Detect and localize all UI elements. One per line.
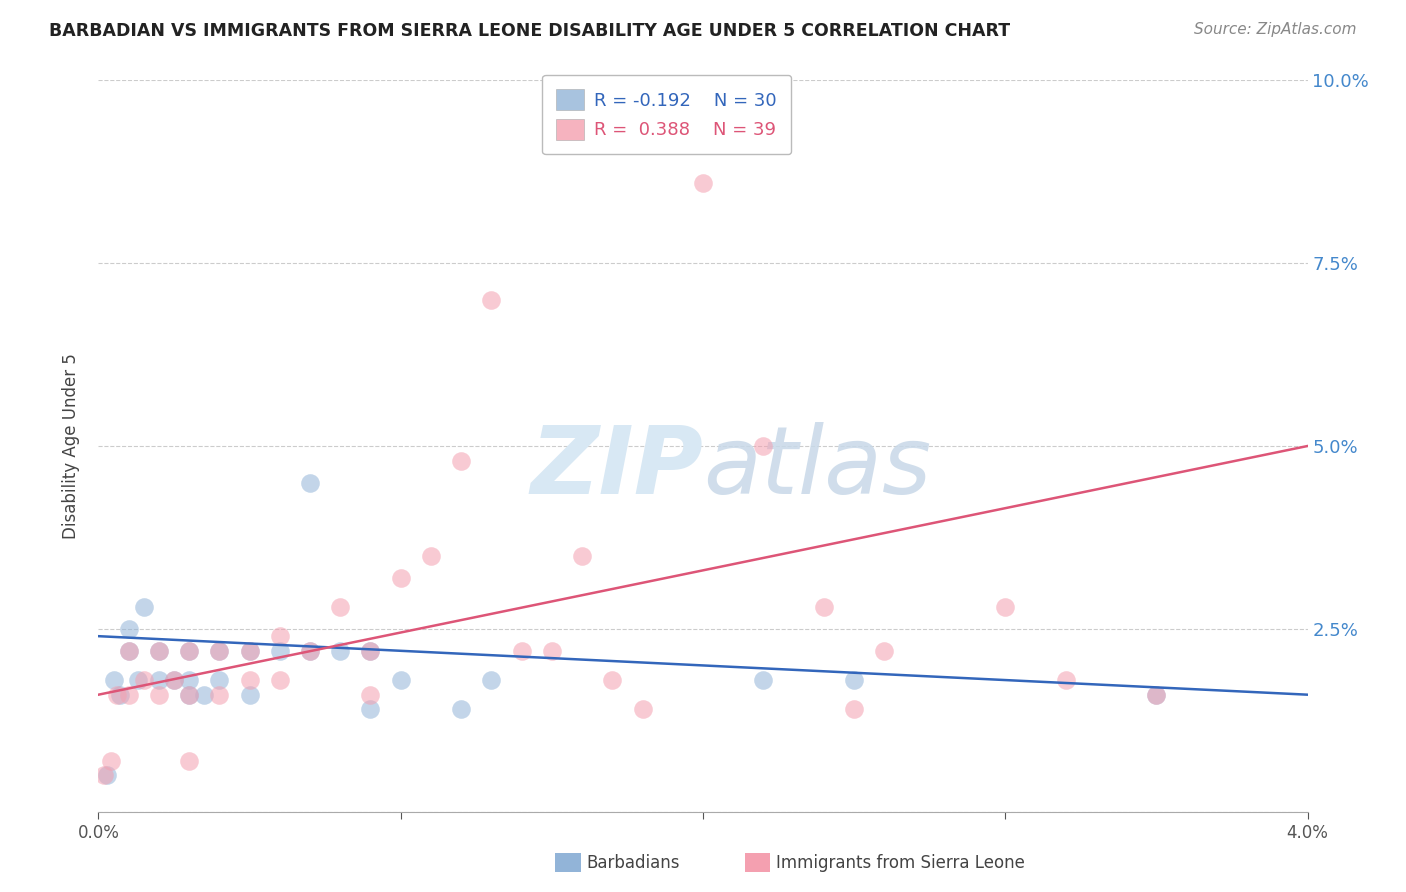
- Point: [118, 688, 141, 702]
- Legend: R = -0.192    N = 30, R =  0.388    N = 39: R = -0.192 N = 30, R = 0.388 N = 39: [541, 75, 792, 154]
- Point: [132, 599, 155, 614]
- Point: [360, 702, 382, 716]
- Point: [360, 644, 382, 658]
- Point: [239, 688, 262, 702]
- Point: [299, 475, 322, 490]
- Point: [360, 644, 382, 658]
- Point: [179, 754, 201, 768]
- Point: [389, 571, 412, 585]
- Point: [1146, 688, 1168, 702]
- Point: [193, 688, 215, 702]
- Point: [96, 768, 118, 782]
- Point: [631, 702, 654, 716]
- Point: [360, 688, 382, 702]
- Text: atlas: atlas: [703, 423, 931, 514]
- Point: [108, 688, 131, 702]
- Point: [239, 644, 262, 658]
- Point: [269, 673, 291, 687]
- Point: [163, 673, 186, 687]
- Point: [329, 644, 352, 658]
- Point: [1146, 688, 1168, 702]
- Point: [100, 754, 122, 768]
- Text: Barbadians: Barbadians: [586, 854, 681, 871]
- Point: [179, 688, 201, 702]
- Point: [299, 644, 322, 658]
- Point: [481, 673, 503, 687]
- Point: [208, 673, 231, 687]
- Point: [1054, 673, 1077, 687]
- Point: [994, 599, 1017, 614]
- Point: [163, 673, 186, 687]
- Point: [269, 644, 291, 658]
- Point: [813, 599, 835, 614]
- Point: [450, 453, 472, 467]
- Point: [540, 644, 562, 658]
- Point: [127, 673, 149, 687]
- Point: [420, 549, 443, 563]
- Point: [118, 644, 141, 658]
- Point: [239, 644, 262, 658]
- Text: BARBADIAN VS IMMIGRANTS FROM SIERRA LEONE DISABILITY AGE UNDER 5 CORRELATION CHA: BARBADIAN VS IMMIGRANTS FROM SIERRA LEON…: [49, 22, 1011, 40]
- Point: [105, 688, 128, 702]
- Point: [208, 688, 231, 702]
- Text: ZIP: ZIP: [530, 422, 703, 514]
- Point: [481, 293, 503, 307]
- Point: [179, 644, 201, 658]
- Point: [844, 702, 866, 716]
- Point: [148, 688, 170, 702]
- Point: [179, 688, 201, 702]
- Point: [179, 673, 201, 687]
- Text: Immigrants from Sierra Leone: Immigrants from Sierra Leone: [776, 854, 1025, 871]
- Point: [239, 673, 262, 687]
- Point: [118, 644, 141, 658]
- Point: [571, 549, 593, 563]
- Point: [389, 673, 412, 687]
- Point: [602, 673, 624, 687]
- Y-axis label: Disability Age Under 5: Disability Age Under 5: [62, 353, 80, 539]
- Text: Source: ZipAtlas.com: Source: ZipAtlas.com: [1194, 22, 1357, 37]
- Point: [208, 644, 231, 658]
- Point: [148, 644, 170, 658]
- Point: [118, 622, 141, 636]
- Point: [148, 673, 170, 687]
- Point: [132, 673, 155, 687]
- Point: [844, 673, 866, 687]
- Point: [208, 644, 231, 658]
- Point: [752, 439, 775, 453]
- Point: [329, 599, 352, 614]
- Point: [93, 768, 115, 782]
- Point: [299, 644, 322, 658]
- Point: [103, 673, 125, 687]
- Point: [269, 629, 291, 643]
- Point: [752, 673, 775, 687]
- Point: [510, 644, 533, 658]
- Point: [692, 176, 714, 190]
- Point: [450, 702, 472, 716]
- Point: [148, 644, 170, 658]
- Point: [873, 644, 896, 658]
- Point: [179, 644, 201, 658]
